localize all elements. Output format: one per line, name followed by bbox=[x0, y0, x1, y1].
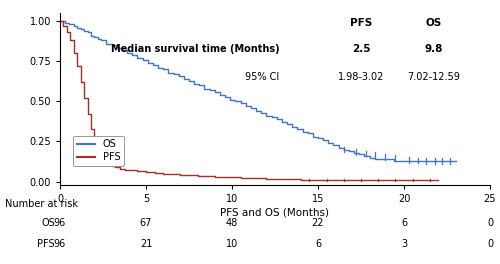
X-axis label: PFS and OS (Months): PFS and OS (Months) bbox=[220, 208, 330, 218]
Text: PFS: PFS bbox=[350, 18, 372, 28]
Text: Median survival time (Months): Median survival time (Months) bbox=[110, 44, 280, 54]
Text: 96: 96 bbox=[54, 239, 66, 249]
Text: 1.98-3.02: 1.98-3.02 bbox=[338, 72, 384, 82]
Text: 10: 10 bbox=[226, 239, 238, 249]
Text: 22: 22 bbox=[312, 218, 324, 228]
Text: 0: 0 bbox=[487, 239, 493, 249]
Text: OS: OS bbox=[41, 218, 55, 228]
Text: 7.02-12.59: 7.02-12.59 bbox=[408, 72, 461, 82]
Text: 21: 21 bbox=[140, 239, 152, 249]
Text: PFS: PFS bbox=[38, 239, 55, 249]
Text: 96: 96 bbox=[54, 218, 66, 228]
Text: 48: 48 bbox=[226, 218, 238, 228]
Text: 9.8: 9.8 bbox=[425, 44, 444, 54]
Text: Number at risk: Number at risk bbox=[5, 199, 78, 209]
Text: 3: 3 bbox=[401, 239, 407, 249]
Text: 0: 0 bbox=[487, 218, 493, 228]
Text: 67: 67 bbox=[140, 218, 152, 228]
Text: 6: 6 bbox=[315, 239, 321, 249]
Text: 6: 6 bbox=[401, 218, 407, 228]
Legend: OS, PFS: OS, PFS bbox=[74, 135, 124, 166]
Text: 95% CI: 95% CI bbox=[245, 72, 280, 82]
Text: 2.5: 2.5 bbox=[352, 44, 370, 54]
Text: OS: OS bbox=[426, 18, 442, 28]
